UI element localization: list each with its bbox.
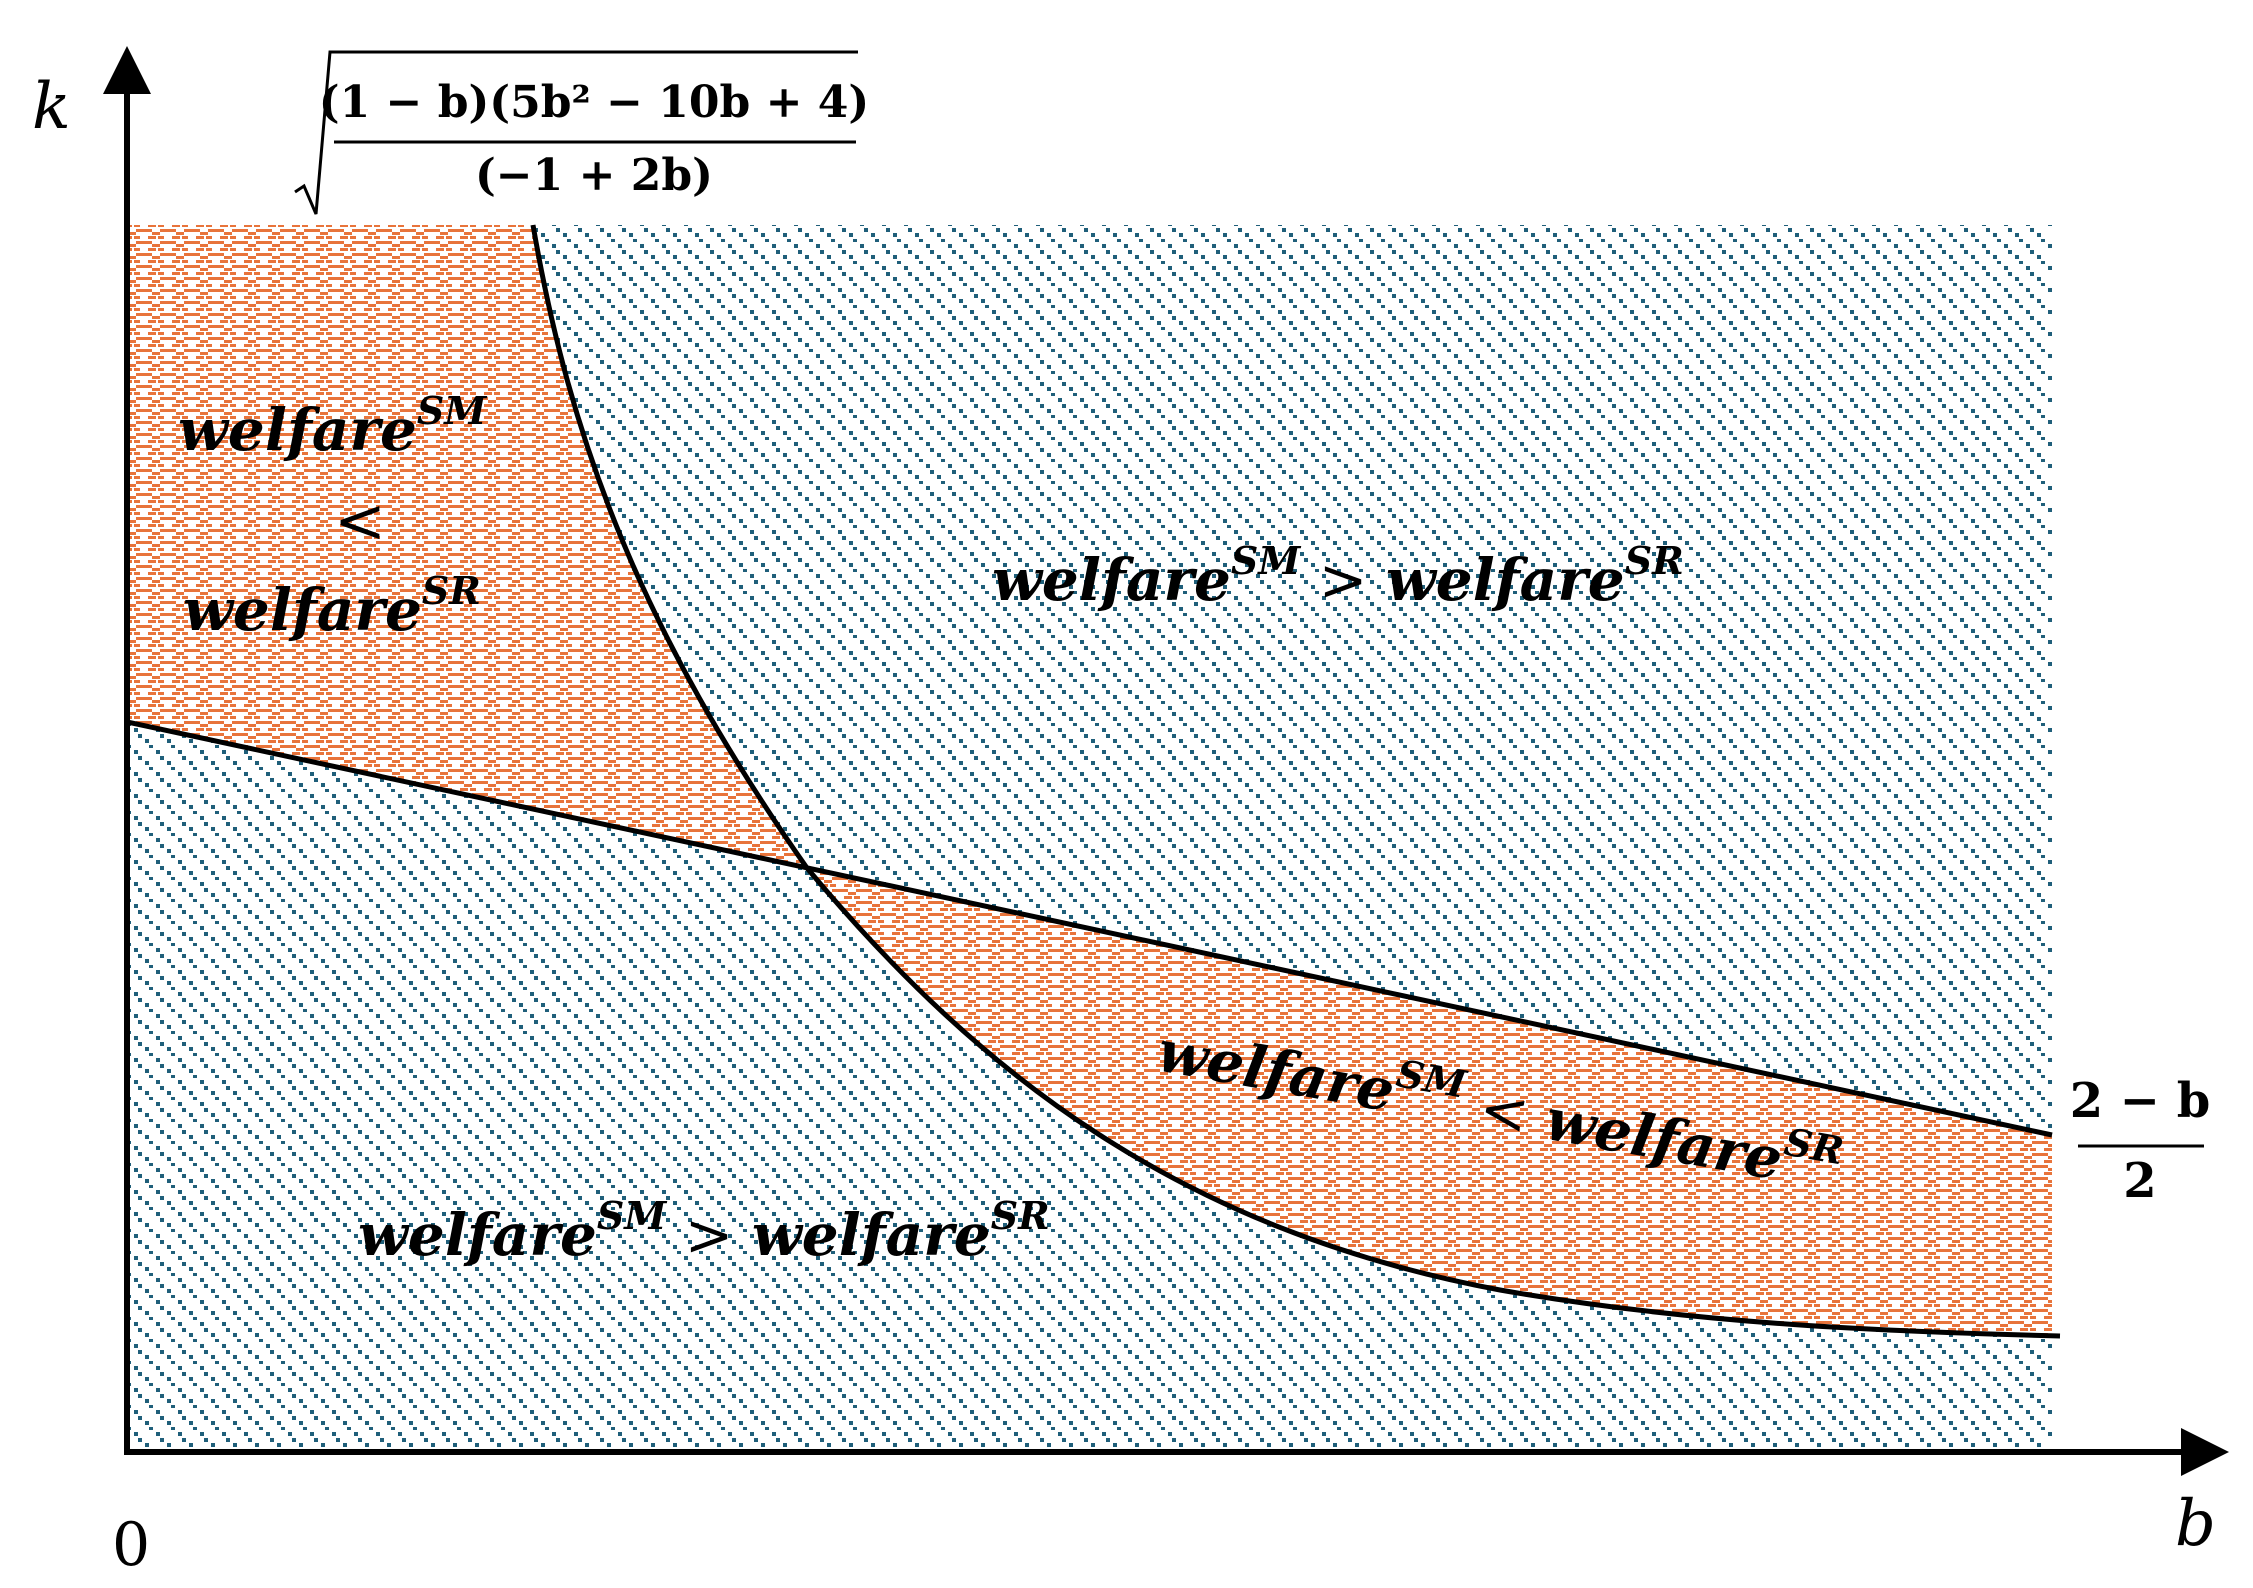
svg-text:welfareSM: welfareSM bbox=[178, 388, 487, 464]
region-orange-lower-right bbox=[807, 868, 2052, 1336]
label-lower-left-region: welfareSM > welfareSR bbox=[358, 1193, 1050, 1269]
svg-text:welfareSM > welfareSR: welfareSM > welfareSR bbox=[358, 1193, 1050, 1269]
line-two-minus-b-over-two bbox=[126, 719, 2053, 1138]
upper-left-sup-1: SM bbox=[417, 388, 487, 433]
lower-left-sup-b: SR bbox=[991, 1193, 1050, 1238]
x-axis-label: b bbox=[2175, 1487, 2216, 1561]
curve-label-numerator: (1 − b)(5b² − 10b + 4) bbox=[319, 77, 869, 128]
line-label-denominator: 2 bbox=[2123, 1153, 2156, 1209]
y-axis-label: k bbox=[32, 70, 71, 144]
upper-right-sup-a: SM bbox=[1231, 538, 1301, 583]
upper-left-sup-3: SR bbox=[422, 568, 481, 613]
curve-label-denominator: (−1 + 2b) bbox=[475, 150, 713, 201]
lower-left-sup-a: SM bbox=[597, 1193, 667, 1238]
upper-right-welfare-b: welfare bbox=[1386, 546, 1625, 614]
lower-right-operator: < bbox=[1456, 1070, 1552, 1152]
lower-right-sup-b: SR bbox=[1781, 1119, 1847, 1174]
upper-left-welfare-3: welfare bbox=[183, 576, 422, 644]
upper-left-operator: < bbox=[334, 484, 386, 557]
lower-left-welfare-b: welfare bbox=[752, 1201, 991, 1269]
sqrt-symbol bbox=[294, 50, 858, 215]
curve-label: (1 − b)(5b² − 10b + 4) (−1 + 2b) bbox=[294, 50, 869, 215]
upper-left-welfare-1: welfare bbox=[178, 396, 417, 464]
svg-text:welfareSR: welfareSR bbox=[183, 568, 481, 644]
curve-sqrt-expression bbox=[530, 224, 2061, 1339]
label-upper-left-region: welfareSM < welfareSR bbox=[178, 388, 487, 644]
line-label: 2 − b 2 bbox=[2070, 1073, 2211, 1209]
upper-right-welfare-a: welfare bbox=[992, 546, 1231, 614]
label-upper-right-region: welfareSM > welfareSR bbox=[992, 538, 1684, 614]
line-label-numerator: 2 − b bbox=[2070, 1073, 2211, 1129]
svg-text:welfareSM > welfareSR: welfareSM > welfareSR bbox=[992, 538, 1684, 614]
upper-right-sup-b: SR bbox=[1625, 538, 1684, 583]
region-orange-upper-left bbox=[127, 225, 807, 868]
lower-left-operator: > bbox=[666, 1201, 751, 1269]
lower-left-welfare-a: welfare bbox=[358, 1201, 597, 1269]
origin-label: 0 bbox=[112, 1510, 150, 1580]
upper-right-operator: > bbox=[1300, 546, 1385, 614]
